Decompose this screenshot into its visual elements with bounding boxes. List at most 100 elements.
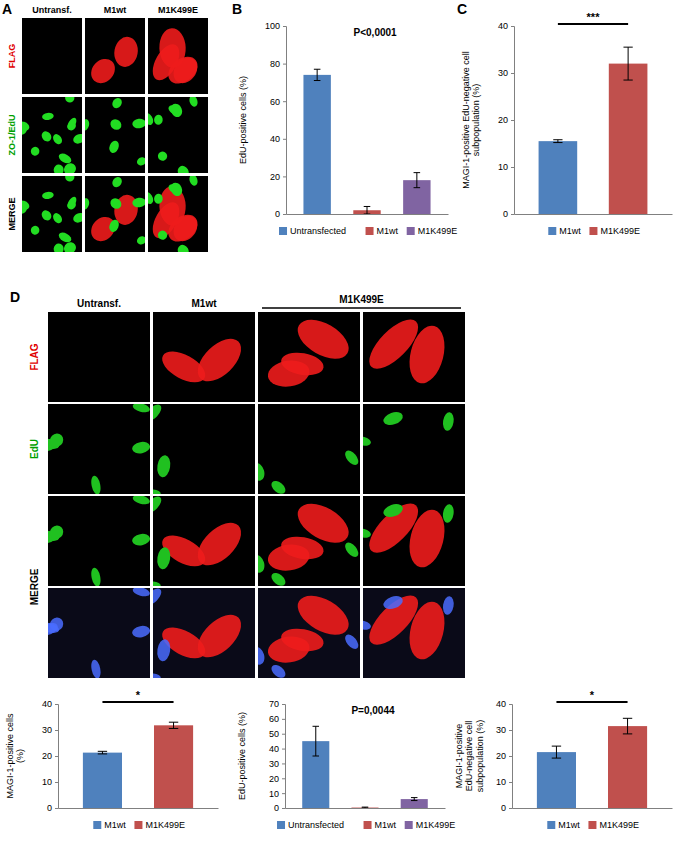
- annotation: ***: [587, 11, 601, 23]
- nucleus: [85, 118, 90, 131]
- y-tick-mark: [511, 26, 514, 27]
- nucleus: [62, 161, 78, 173]
- y-tick-mark: [282, 763, 285, 764]
- tile-background: [258, 588, 360, 678]
- y-axis-title: MAGI-1-positiveEdU-negative cellsubpopul…: [454, 720, 485, 793]
- error-bar-cap: [98, 751, 107, 752]
- nucleus: [132, 404, 150, 414]
- nucleus: [269, 478, 288, 494]
- legend-label: M1K499E: [416, 820, 456, 830]
- error-bar: [414, 173, 421, 188]
- tile-background: [22, 18, 82, 94]
- tile-background: [22, 97, 82, 173]
- legend-label: M1wt: [104, 820, 126, 830]
- error-bar-cap: [313, 726, 319, 727]
- bar-chart: 020406080100P<0,0001EdU-positive cells (…: [238, 21, 457, 236]
- error-bar-stem: [416, 173, 417, 188]
- error-bar: [552, 746, 561, 758]
- nucleus: [48, 523, 66, 542]
- error-bar: [362, 807, 368, 808]
- error-bar-cap: [552, 746, 561, 747]
- error-bar-cap: [362, 807, 368, 808]
- legend-swatch: [589, 227, 597, 235]
- nucleus: [72, 211, 82, 224]
- nucleus: [42, 191, 55, 200]
- flag-stained-cell: [86, 54, 120, 88]
- flag-stained-cell: [86, 212, 120, 246]
- tile-background: [258, 404, 360, 494]
- legend-label: M1wt: [558, 820, 580, 830]
- y-tick-label: 60: [269, 714, 279, 724]
- y-tick-mark: [55, 730, 58, 731]
- bar: [83, 753, 122, 808]
- y-tick-mark: [283, 64, 286, 65]
- legend-swatch: [277, 821, 285, 829]
- nucleus: [108, 196, 123, 211]
- error-bar-cap: [411, 800, 417, 801]
- bar: [609, 64, 648, 214]
- tile-background: [363, 404, 465, 494]
- nucleus: [51, 211, 64, 224]
- nucleus: [153, 588, 164, 608]
- y-tick: 60: [270, 97, 286, 107]
- nucleus: [135, 156, 145, 168]
- nucleus: [258, 646, 266, 667]
- nucleus: [132, 197, 145, 208]
- y-tick: 10: [498, 162, 514, 172]
- plot-marks: [303, 69, 430, 214]
- error-bar-cap: [169, 722, 178, 723]
- y-tick-label: 50: [269, 729, 279, 739]
- nucleus: [132, 118, 145, 129]
- nucleus: [90, 475, 102, 494]
- y-tick: 20: [270, 172, 286, 182]
- nucleus: [40, 208, 54, 222]
- panel-label: B: [232, 1, 242, 17]
- micrograph-tile: [153, 404, 255, 494]
- x-axis-line: [286, 808, 446, 809]
- error-bar-cap: [553, 139, 562, 140]
- nucleus: [343, 540, 360, 559]
- micrograph-tile: [48, 312, 150, 402]
- micrograph-tile: [363, 588, 465, 678]
- error-bar-cap: [623, 80, 632, 81]
- y-tick: 20: [496, 751, 512, 761]
- nucleus: [90, 567, 102, 586]
- nucleus: [51, 132, 64, 145]
- y-tick-mark: [55, 704, 58, 705]
- micrograph-tile: [48, 404, 150, 494]
- bar: [154, 725, 193, 808]
- flag-stained-cell: [159, 28, 187, 69]
- y-tick-label: 20: [498, 115, 508, 125]
- error-bar-stem: [317, 69, 318, 80]
- nucleus: [30, 146, 41, 157]
- error-bar-cap: [411, 797, 417, 798]
- nucleus: [57, 151, 73, 165]
- nucleus: [108, 218, 121, 233]
- error-bar-cap: [623, 733, 632, 734]
- micrograph-tile: [153, 496, 255, 586]
- nucleus: [72, 132, 82, 145]
- error-bar: [364, 206, 371, 214]
- tile-background: [148, 176, 208, 252]
- nucleus: [132, 588, 150, 598]
- nucleus: [176, 243, 191, 252]
- nucleus: [343, 448, 360, 467]
- flag-stained-cell: [190, 515, 249, 573]
- tile-background: [153, 404, 255, 494]
- error-bar: [314, 69, 321, 80]
- y-tick-label: 60: [270, 97, 280, 107]
- plot-marks: [539, 47, 648, 214]
- nucleus: [40, 129, 54, 143]
- y-tick-mark: [55, 782, 58, 783]
- micrograph-tile: [148, 176, 208, 252]
- annotation: *: [590, 689, 595, 701]
- legend: M1wtM1K499E: [548, 226, 640, 236]
- y-axis: 010203040: [496, 699, 513, 813]
- y-axis-line: [282, 705, 286, 809]
- error-bar: [623, 718, 632, 734]
- tile-background: [153, 496, 255, 586]
- nucleus: [382, 502, 405, 520]
- legend-swatch: [279, 227, 287, 235]
- y-tick: 40: [42, 699, 58, 709]
- x-axis: [513, 808, 673, 810]
